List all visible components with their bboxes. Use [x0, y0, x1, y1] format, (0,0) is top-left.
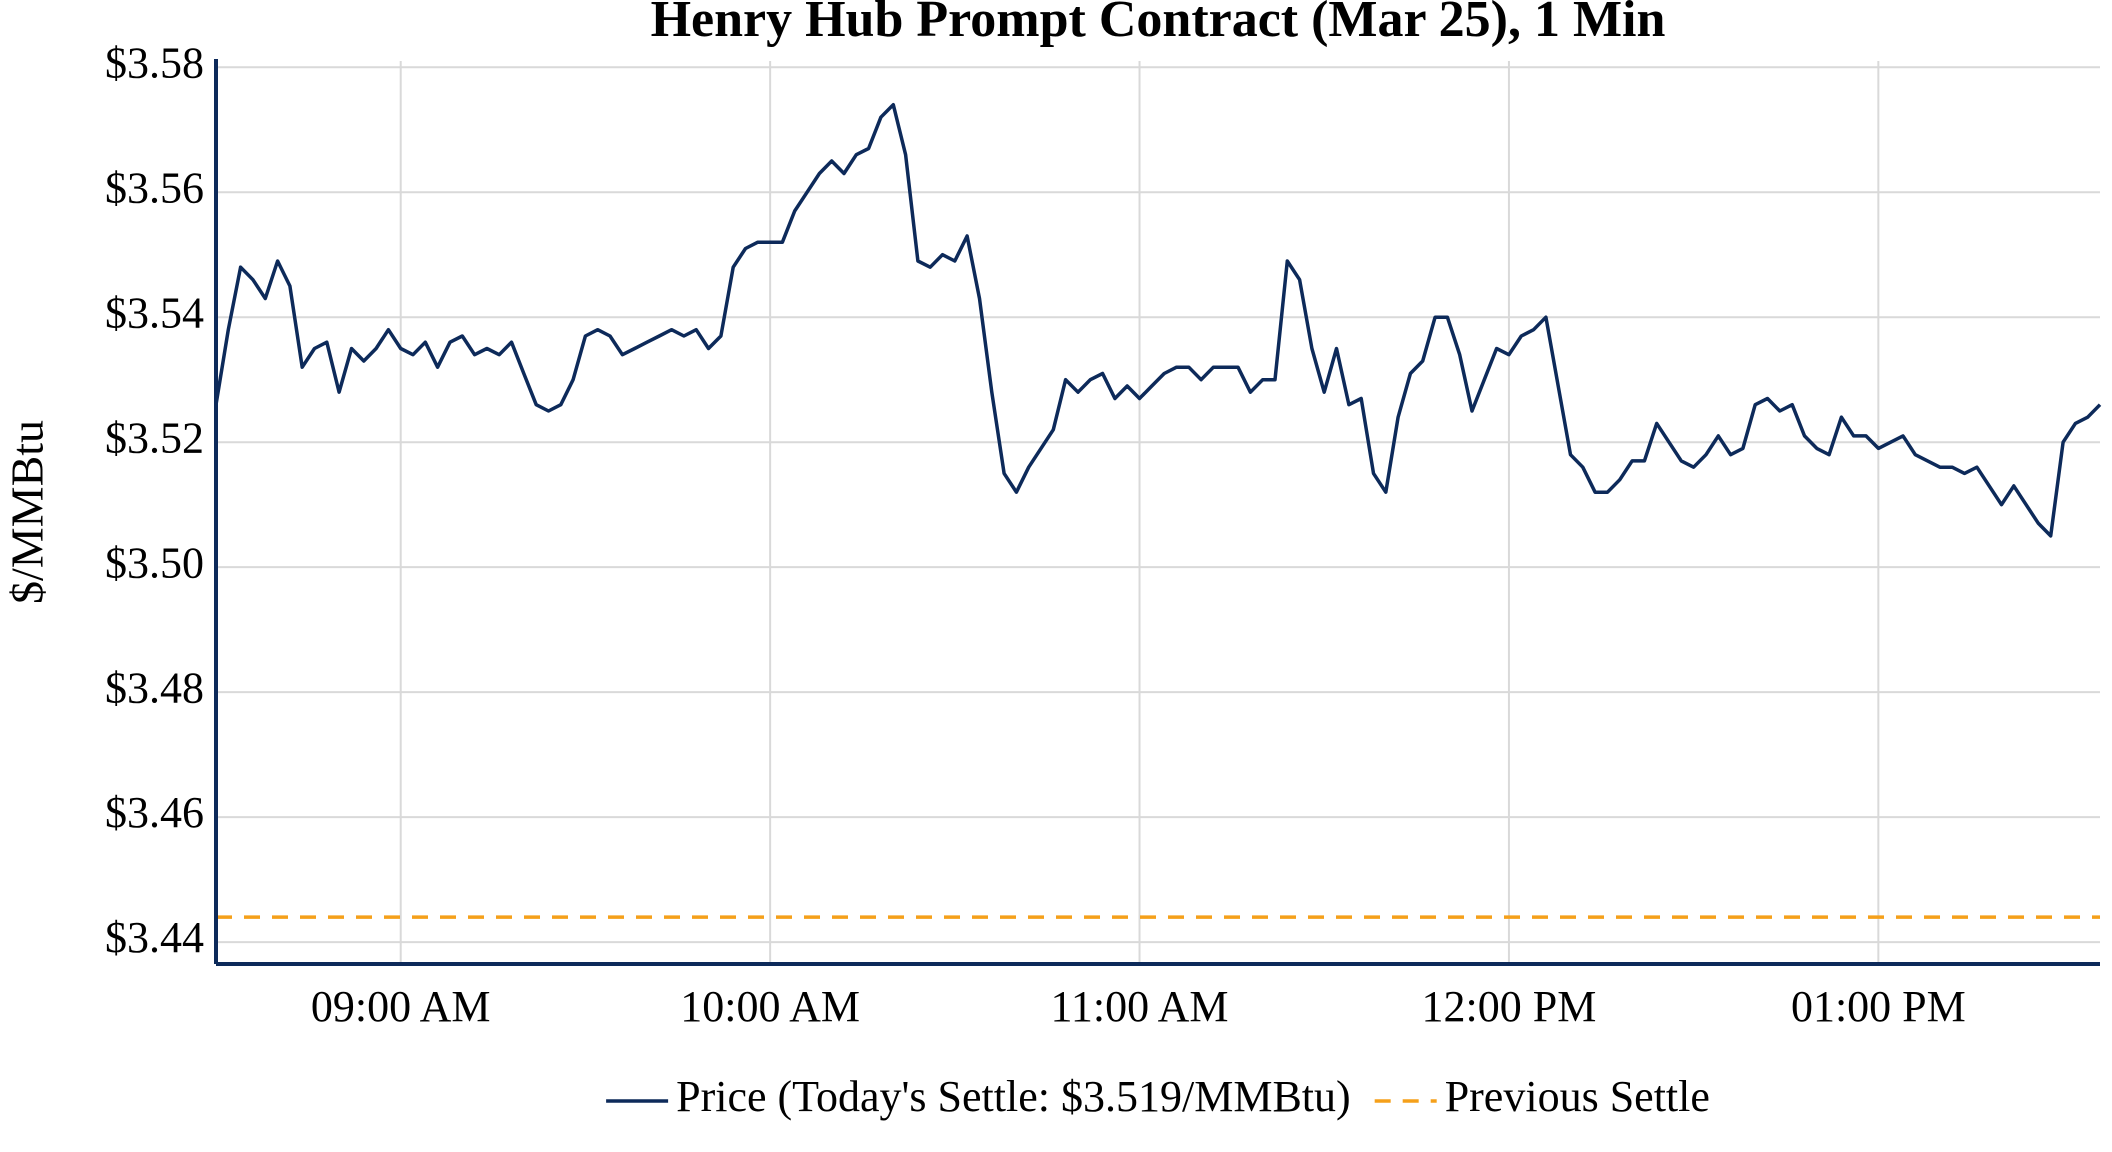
x-tick-label: 10:00 AM: [680, 982, 860, 1031]
x-tick-label: 11:00 AM: [1050, 982, 1228, 1031]
legend: Price (Today's Settle: $3.519/MMBtu) Prev…: [606, 1072, 1710, 1121]
y-tick-label: $3.50: [105, 538, 204, 587]
x-tick-label: 09:00 AM: [311, 982, 491, 1031]
x-tick-label: 01:00 PM: [1791, 982, 1966, 1031]
y-tick-label: $3.44: [105, 913, 204, 962]
y-tick-label: $3.48: [105, 663, 204, 712]
y-tick-label: $3.54: [105, 288, 204, 337]
price-line: [214, 102, 2102, 538]
y-tick-label: $3.58: [105, 38, 204, 87]
legend-label: Price (Today's Settle: $3.519/MMBtu): [676, 1072, 1351, 1121]
y-tick-label: $3.56: [105, 163, 204, 212]
x-tick-label: 12:00 PM: [1422, 982, 1597, 1031]
legend-label: Previous Settle: [1445, 1072, 1710, 1121]
chart-title: Henry Hub Prompt Contract (Mar 25), 1 Mi…: [651, 0, 1666, 48]
y-tick-label: $3.52: [105, 413, 204, 462]
y-axis-label: $/MMBtu: [2, 420, 53, 604]
y-tick-label: $3.46: [105, 788, 204, 837]
